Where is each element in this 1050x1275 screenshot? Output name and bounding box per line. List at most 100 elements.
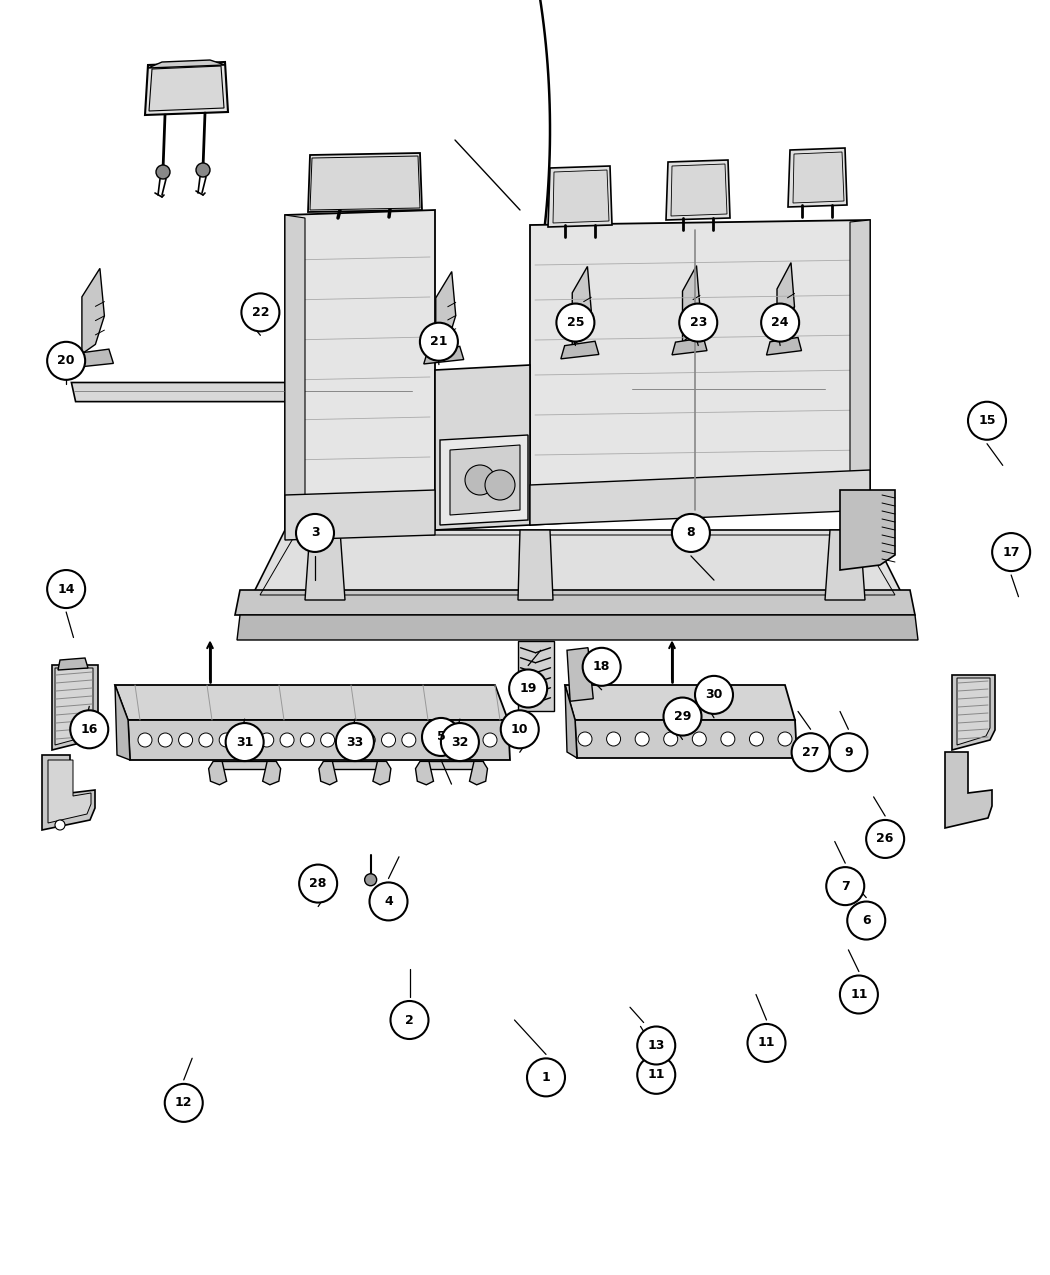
Polygon shape xyxy=(116,685,130,760)
Text: 12: 12 xyxy=(175,1096,192,1109)
Circle shape xyxy=(178,733,192,747)
Polygon shape xyxy=(235,590,915,615)
Circle shape xyxy=(364,873,377,886)
Polygon shape xyxy=(952,674,995,750)
Circle shape xyxy=(242,293,279,332)
Text: 6: 6 xyxy=(862,914,870,927)
Text: 10: 10 xyxy=(511,723,528,736)
Circle shape xyxy=(664,732,677,746)
Polygon shape xyxy=(957,678,990,745)
Circle shape xyxy=(361,733,375,747)
Text: 17: 17 xyxy=(1003,546,1020,558)
Polygon shape xyxy=(373,761,391,785)
Circle shape xyxy=(239,733,253,747)
Circle shape xyxy=(483,733,497,747)
Polygon shape xyxy=(145,62,228,115)
Circle shape xyxy=(391,1001,428,1039)
Circle shape xyxy=(637,1026,675,1065)
Circle shape xyxy=(826,867,864,905)
Circle shape xyxy=(792,733,830,771)
Circle shape xyxy=(441,723,479,761)
Text: 26: 26 xyxy=(877,833,894,845)
Circle shape xyxy=(138,733,152,747)
Circle shape xyxy=(47,570,85,608)
Polygon shape xyxy=(148,60,225,68)
Text: 9: 9 xyxy=(844,746,853,759)
Circle shape xyxy=(70,710,108,748)
Text: 27: 27 xyxy=(802,746,819,759)
Polygon shape xyxy=(285,490,435,541)
Polygon shape xyxy=(424,347,464,363)
Text: 30: 30 xyxy=(706,688,722,701)
Polygon shape xyxy=(572,266,591,346)
Polygon shape xyxy=(323,761,386,769)
Text: 29: 29 xyxy=(674,710,691,723)
Polygon shape xyxy=(304,530,345,601)
Circle shape xyxy=(840,975,878,1014)
Circle shape xyxy=(992,533,1030,571)
Polygon shape xyxy=(840,490,895,570)
Polygon shape xyxy=(945,752,992,827)
Polygon shape xyxy=(548,166,612,227)
Polygon shape xyxy=(319,761,337,785)
Polygon shape xyxy=(788,148,847,207)
Circle shape xyxy=(635,732,649,746)
Polygon shape xyxy=(285,215,304,530)
Circle shape xyxy=(583,648,621,686)
Text: 13: 13 xyxy=(648,1039,665,1052)
Polygon shape xyxy=(682,265,700,342)
Circle shape xyxy=(866,820,904,858)
Polygon shape xyxy=(777,263,795,342)
Polygon shape xyxy=(420,761,483,769)
Polygon shape xyxy=(285,210,435,530)
Circle shape xyxy=(692,732,707,746)
Polygon shape xyxy=(518,641,553,710)
Polygon shape xyxy=(530,221,870,525)
Polygon shape xyxy=(561,342,598,358)
Polygon shape xyxy=(55,668,93,745)
Text: 11: 11 xyxy=(850,988,867,1001)
Polygon shape xyxy=(149,66,224,111)
Circle shape xyxy=(465,465,495,495)
Circle shape xyxy=(299,864,337,903)
Polygon shape xyxy=(209,761,227,785)
Polygon shape xyxy=(237,615,918,640)
Circle shape xyxy=(509,669,547,708)
Circle shape xyxy=(47,342,85,380)
Polygon shape xyxy=(469,761,487,785)
Polygon shape xyxy=(42,755,94,830)
Circle shape xyxy=(664,697,701,736)
Text: 11: 11 xyxy=(648,1068,665,1081)
Polygon shape xyxy=(567,648,593,701)
Circle shape xyxy=(721,732,735,746)
Circle shape xyxy=(402,733,416,747)
Circle shape xyxy=(556,303,594,342)
Circle shape xyxy=(159,733,172,747)
Circle shape xyxy=(341,733,355,747)
Text: 4: 4 xyxy=(384,895,393,908)
Polygon shape xyxy=(440,435,528,525)
Circle shape xyxy=(296,514,334,552)
Polygon shape xyxy=(58,658,88,669)
Circle shape xyxy=(761,303,799,342)
Text: 19: 19 xyxy=(520,682,537,695)
Polygon shape xyxy=(575,720,797,759)
Polygon shape xyxy=(435,365,530,530)
Polygon shape xyxy=(666,159,730,221)
Polygon shape xyxy=(128,720,510,760)
Text: 8: 8 xyxy=(687,527,695,539)
Circle shape xyxy=(198,733,213,747)
Circle shape xyxy=(320,733,335,747)
Text: 24: 24 xyxy=(772,316,789,329)
Text: 15: 15 xyxy=(979,414,995,427)
Polygon shape xyxy=(518,530,553,601)
Circle shape xyxy=(259,733,274,747)
Circle shape xyxy=(336,723,374,761)
Text: 2: 2 xyxy=(405,1014,414,1026)
Circle shape xyxy=(55,820,65,830)
Circle shape xyxy=(637,1056,675,1094)
Circle shape xyxy=(578,732,592,746)
Text: 28: 28 xyxy=(310,877,327,890)
Circle shape xyxy=(695,676,733,714)
Polygon shape xyxy=(825,530,865,601)
